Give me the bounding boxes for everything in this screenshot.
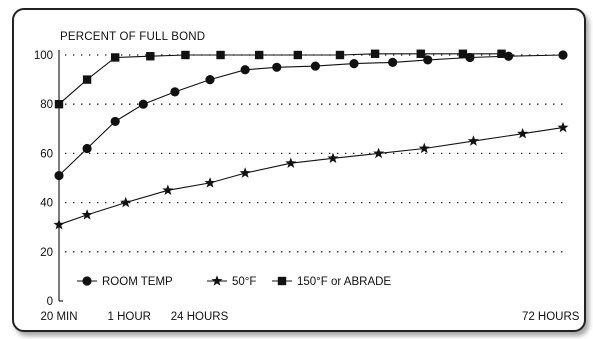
- data-point: [327, 152, 339, 164]
- chart-frame: [12, 8, 586, 332]
- series-line: [58, 53, 502, 105]
- data-point: [162, 184, 174, 195]
- data-point: [54, 100, 64, 109]
- grid-lines: [65, 54, 563, 253]
- x-tick-label: 20 MIN: [40, 311, 77, 323]
- data-point: [205, 75, 215, 85]
- data-point: [418, 142, 430, 154]
- data-point: [81, 209, 93, 220]
- data-point: [110, 116, 120, 127]
- x-tick-label: 1 HOUR: [108, 311, 151, 323]
- data-point: [465, 52, 475, 63]
- legend-item: 150°F or ABRADE: [272, 276, 391, 288]
- x-tick-label: 72 HOURS: [522, 311, 580, 323]
- data-point: [458, 49, 468, 58]
- x-tick-labels: 20 MIN 1 HOUR 24 HOURS 72 HOURS: [40, 311, 579, 323]
- data-point: [82, 75, 92, 84]
- data-point: [503, 51, 514, 61]
- data-point: [370, 49, 380, 58]
- data-point: [170, 87, 180, 97]
- y-tick-label: 80: [40, 99, 53, 111]
- y-axis-label: PERCENT OF FULL BOND: [60, 31, 205, 43]
- data-point: [497, 49, 506, 58]
- data-point: [335, 50, 345, 60]
- y-tick-label: 0: [47, 296, 53, 308]
- data-point: [285, 157, 297, 168]
- legend-label: ROOM TEMP: [102, 276, 173, 288]
- data-point: [146, 52, 155, 61]
- data-point: [293, 50, 303, 60]
- data-point: [181, 50, 190, 60]
- data-point: [517, 127, 529, 139]
- y-tick-label: 20: [40, 247, 53, 259]
- data-point: [423, 55, 433, 65]
- data-point: [557, 121, 569, 133]
- legend-marker: [211, 275, 223, 286]
- data-point: [82, 143, 92, 154]
- y-tick-label: 60: [40, 148, 53, 160]
- data-point: [239, 167, 251, 178]
- y-tick-label: 40: [40, 198, 53, 210]
- data-point: [120, 196, 132, 208]
- data-point: [467, 135, 479, 146]
- data-series: [53, 49, 569, 230]
- series-line: [58, 54, 564, 176]
- legend-marker: [82, 276, 92, 286]
- data-point: [54, 170, 64, 181]
- legend-label: 150°F or ABRADE: [297, 276, 391, 288]
- data-point: [349, 59, 359, 69]
- data-point: [310, 61, 320, 71]
- legend: ROOM TEMP 50°F 150°F or ABRADE: [77, 275, 391, 288]
- data-point: [388, 57, 398, 67]
- data-point: [240, 65, 250, 75]
- legend-marker: [277, 276, 287, 286]
- data-point: [110, 53, 120, 62]
- data-point: [204, 177, 216, 188]
- x-tick-label: 24 HOURS: [171, 311, 229, 323]
- data-point: [373, 147, 385, 159]
- data-point: [216, 50, 225, 60]
- data-point: [558, 50, 568, 60]
- legend-item: 50°F: [207, 275, 256, 288]
- data-point: [138, 99, 148, 109]
- data-point: [254, 50, 264, 60]
- y-tick-label: 100: [34, 50, 53, 62]
- series-1: [53, 121, 569, 230]
- y-tick-labels: 0 20 40 60 80 100: [34, 50, 53, 308]
- series-line: [58, 127, 564, 226]
- series-2: [54, 49, 506, 109]
- legend-item: ROOM TEMP: [77, 276, 173, 288]
- legend-label: 50°F: [232, 276, 256, 288]
- series-0: [54, 50, 568, 181]
- data-point: [272, 62, 282, 72]
- data-point: [416, 49, 425, 58]
- data-point: [53, 218, 65, 230]
